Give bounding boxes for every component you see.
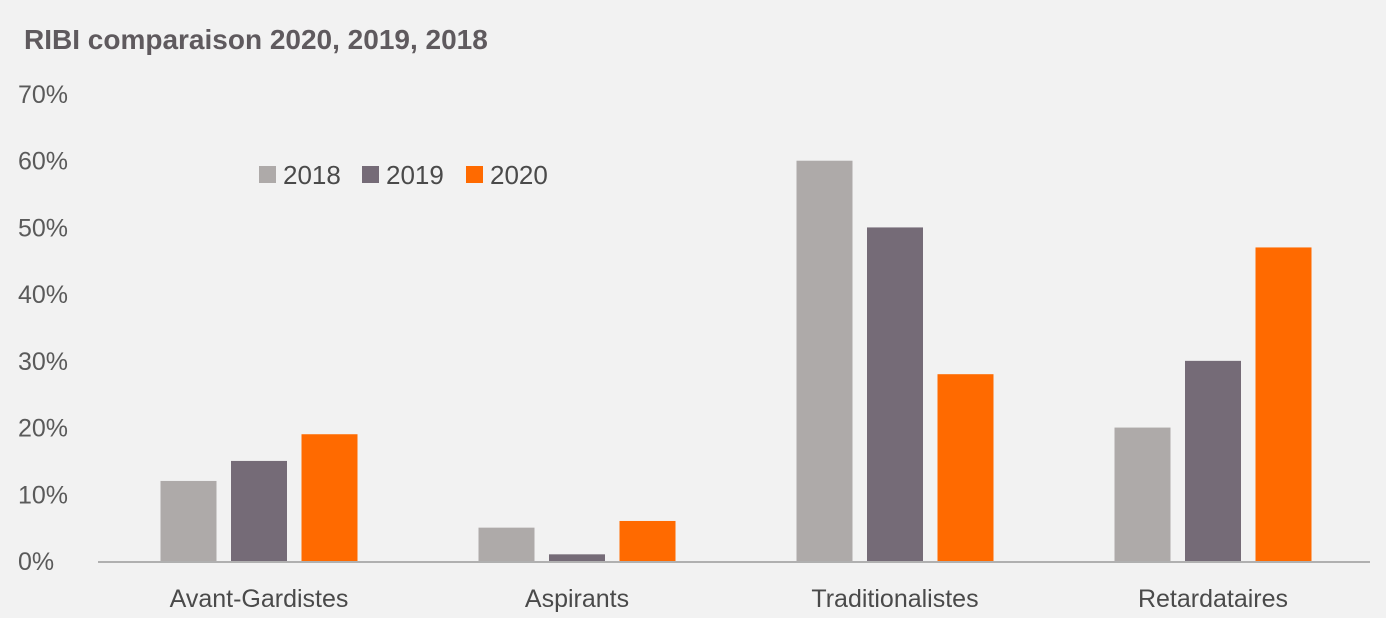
bar-series-group (160, 160, 1312, 561)
y-tick-label: 60% (18, 148, 68, 176)
legend-swatch (259, 166, 276, 183)
legend-label: 2018 (283, 160, 341, 190)
y-tick-label: 70% (18, 81, 68, 109)
y-axis: 0% 10% 20% 30% 40% 50% 60% 70% (18, 81, 68, 576)
y-tick-label: 20% (18, 415, 68, 443)
x-axis: Avant-Gardistes Aspirants Traditionalistes… (170, 585, 1288, 613)
legend-label: 2019 (386, 160, 444, 190)
x-tick-label: Retardataires (1138, 585, 1288, 613)
bar-2018-retardataires (1114, 427, 1171, 561)
x-tick-label: Avant-Gardistes (170, 585, 349, 613)
y-tick-label: 50% (18, 214, 68, 242)
bar-2020-avant-gardistes (301, 434, 358, 561)
bar-2019-traditionalistes (867, 227, 923, 561)
bar-2020-aspirants (619, 520, 676, 561)
x-tick-label: Traditionalistes (811, 585, 978, 613)
legend-swatch (362, 166, 379, 183)
bar-2019-retardataires (1185, 360, 1241, 561)
legend: 2018 2019 2020 (259, 160, 548, 190)
bar-2019-avant-gardistes (231, 460, 287, 561)
y-tick-label: 10% (18, 481, 68, 509)
bar-2018-avant-gardistes (160, 480, 217, 561)
bar-2019-aspirants (549, 554, 605, 561)
x-tick-label: Aspirants (525, 585, 629, 613)
legend-swatch (466, 166, 483, 183)
bar-2020-traditionalistes (937, 374, 994, 561)
y-tick-label: 30% (18, 348, 68, 376)
bar-2020-retardataires (1255, 247, 1312, 561)
bar-2018-aspirants (478, 527, 535, 561)
y-tick-label: 40% (18, 281, 68, 309)
legend-label: 2020 (490, 160, 548, 190)
bar-2018-traditionalistes (796, 160, 853, 561)
chart-title: RIBI comparaison 2020, 2019, 2018 (24, 24, 488, 55)
y-tick-label: 0% (18, 548, 54, 576)
